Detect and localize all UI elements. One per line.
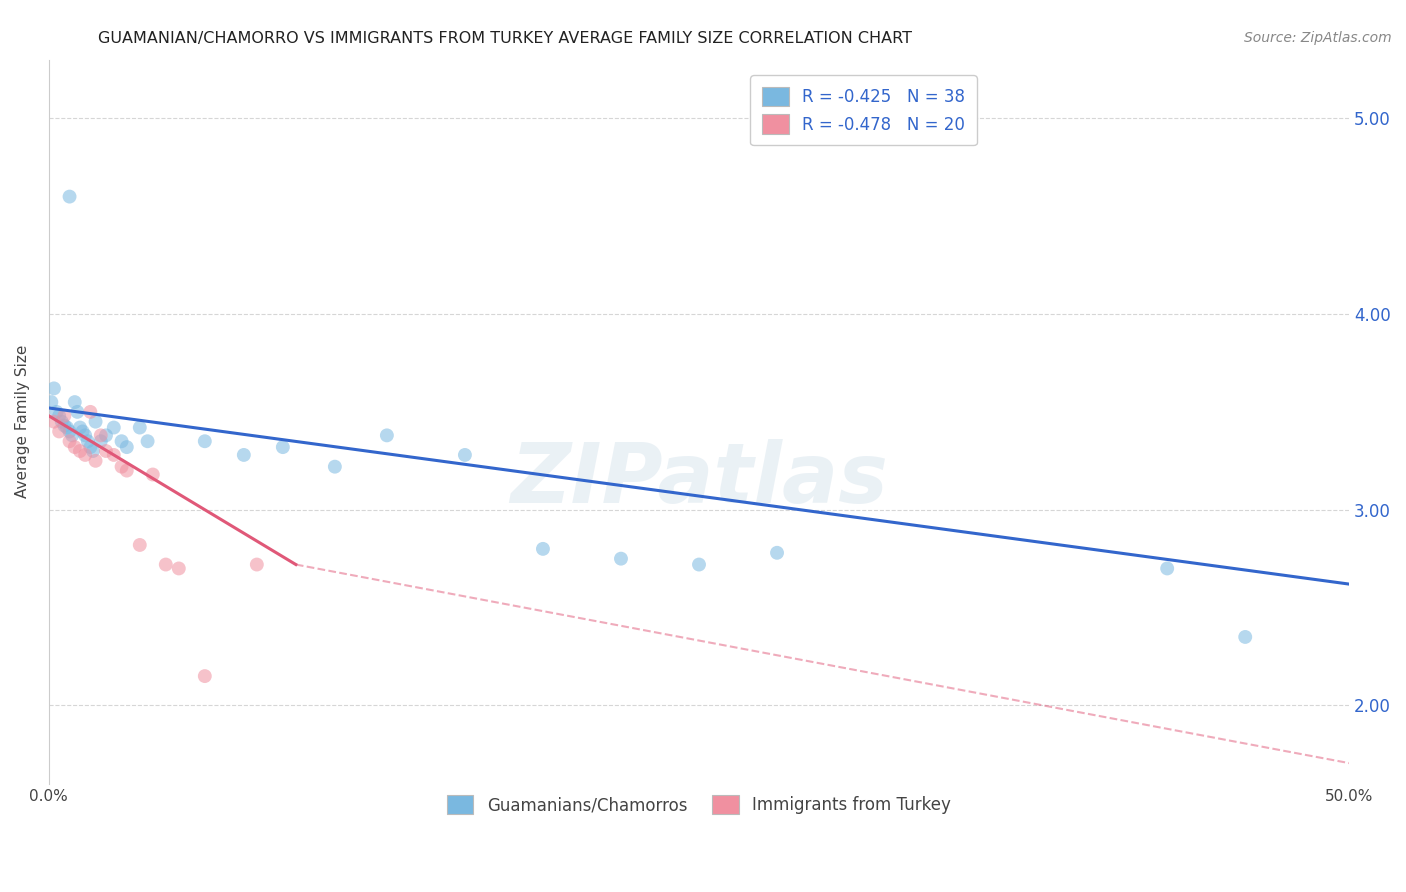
Point [155,558,177,572]
Point [167,561,190,575]
Point [94,428,117,442]
Point [63,440,86,454]
Point [84,454,107,468]
Text: Source: ZipAtlas.com: Source: ZipAtlas.com [1244,31,1392,45]
Point [142,467,165,482]
Point [103,448,125,462]
Point [42,415,65,429]
Point [82,444,104,458]
Point [58,434,80,449]
Point [94,444,117,458]
Point [45,405,67,419]
Point [90,434,112,449]
Point [531,541,554,556]
Point [79,440,101,454]
Point [1234,630,1257,644]
Point [128,538,150,552]
Legend: Guamanians/Chamorros, Immigrants from Turkey: Guamanians/Chamorros, Immigrants from Tu… [434,783,963,826]
Point [69,420,91,434]
Point [48,425,70,439]
Point [53,418,76,433]
Point [1156,561,1178,575]
Point [48,409,70,423]
Point [63,395,86,409]
Point [66,405,89,419]
Text: GUAMANIAN/CHAMORRO VS IMMIGRANTS FROM TURKEY AVERAGE FAMILY SIZE CORRELATION CHA: GUAMANIAN/CHAMORRO VS IMMIGRANTS FROM TU… [98,31,912,46]
Point [115,440,138,454]
Point [110,459,132,474]
Point [232,448,254,462]
Point [69,444,91,458]
Point [42,381,65,395]
Y-axis label: Average Family Size: Average Family Size [15,345,30,499]
Text: ZIPatlas: ZIPatlas [510,439,889,520]
Point [41,395,63,409]
Point [194,669,217,683]
Point [766,546,789,560]
Point [75,428,97,442]
Point [58,425,80,439]
Point [60,428,83,442]
Point [454,448,477,462]
Point [79,405,101,419]
Point [375,428,398,442]
Point [51,415,73,429]
Point [103,420,125,434]
Point [271,440,294,454]
Point [136,434,159,449]
Point [72,425,94,439]
Point [128,420,150,434]
Point [56,420,79,434]
Point [246,558,269,572]
Point [323,459,346,474]
Point [84,415,107,429]
Point [110,434,132,449]
Point [75,448,97,462]
Point [115,464,138,478]
Point [90,428,112,442]
Point [194,434,217,449]
Point [76,434,98,449]
Point [688,558,710,572]
Point [610,551,633,566]
Point [53,409,76,423]
Point [58,189,80,203]
